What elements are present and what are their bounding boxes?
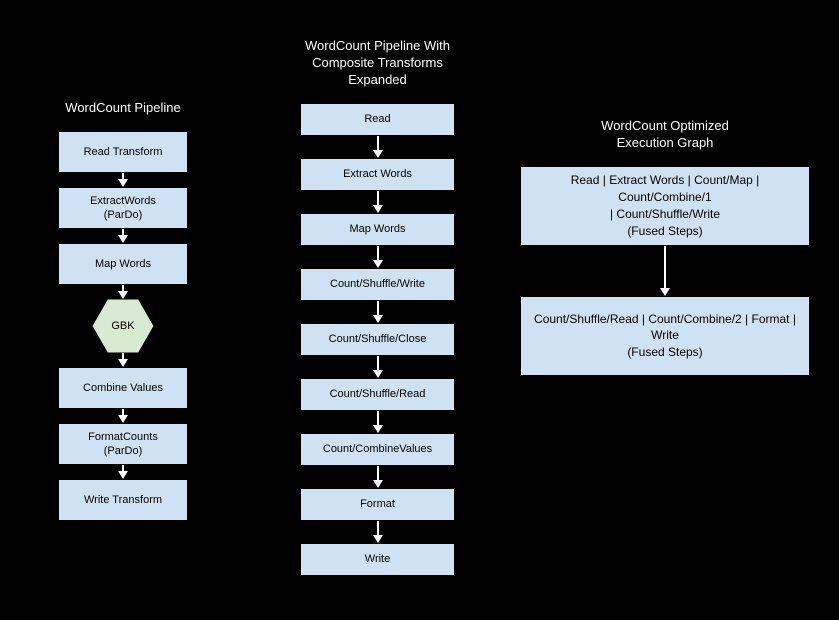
pipeline-node: Read Transform [58,131,188,173]
pipeline-node: Count/Shuffle/Close [300,323,455,356]
pipeline-node: Map Words [58,243,188,285]
fused-step-node: Count/Shuffle/Read | Count/Combine/2 | F… [520,296,810,376]
flow-arrow [123,173,124,187]
pipeline-node: Write [300,543,455,576]
col2-body: Read Extract Words Map Words Count/Shuffle/… [300,103,455,576]
flow-arrow [123,409,124,423]
pipeline-node: Extract Words [300,158,455,191]
flow-arrow [377,191,378,213]
flow-arrow [123,285,124,299]
column-optimized: WordCount Optimized Execution Graph Read… [520,118,810,376]
flow-arrow [377,246,378,268]
pipeline-node: Read [300,103,455,136]
pipeline-node: ExtractWords (ParDo) [58,187,188,229]
column-pipeline: WordCount Pipeline Read Transform Extract… [58,100,188,521]
col3-body: Read | Extract Words | Count/Map | Count… [520,166,810,376]
pipeline-node: Combine Values [58,367,188,409]
flow-arrow [123,229,124,243]
pipeline-node: Map Words [300,213,455,246]
flow-arrow [123,353,124,367]
pipeline-node: Write Transform [58,479,188,521]
fused-step-node: Read | Extract Words | Count/Map | Count… [520,166,810,246]
flow-arrow [665,246,666,296]
col2-title: WordCount Pipeline With Composite Transf… [300,38,455,89]
pipeline-node: Count/CombineValues [300,433,455,466]
col1-body: Read Transform ExtractWords (ParDo) Map Wo… [58,131,188,521]
pipeline-node: FormatCounts (ParDo) [58,423,188,465]
col1-title: WordCount Pipeline [65,100,180,117]
flow-arrow [377,356,378,378]
pipeline-node: Count/Shuffle/Write [300,268,455,301]
flow-arrow [377,411,378,433]
pipeline-node: Format [300,488,455,521]
flow-arrow [377,521,378,543]
gbk-hexagon: GBK [92,299,154,353]
pipeline-node: Count/Shuffle/Read [300,378,455,411]
flow-arrow [377,301,378,323]
flow-arrow [123,465,124,479]
flow-arrow [377,466,378,488]
column-expanded: WordCount Pipeline With Composite Transf… [300,38,455,576]
flow-arrow [377,136,378,158]
col3-title: WordCount Optimized Execution Graph [601,118,729,152]
